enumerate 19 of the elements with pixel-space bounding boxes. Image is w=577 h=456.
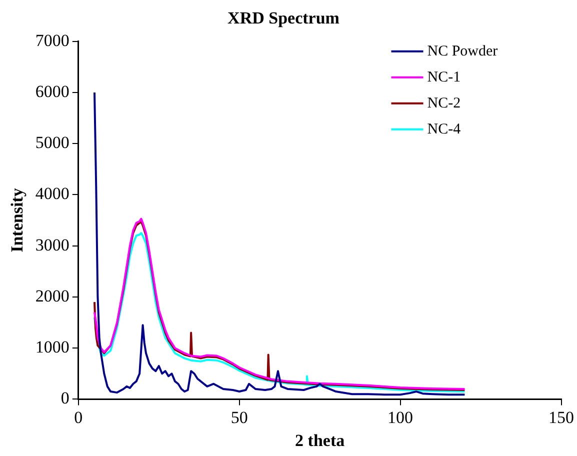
legend-label: NC-4 xyxy=(427,121,462,138)
y-tick-label: 2000 xyxy=(35,286,70,306)
x-tick-label: 150 xyxy=(548,408,574,427)
y-tick-label: 7000 xyxy=(35,30,70,50)
y-tick-label: 3000 xyxy=(35,235,70,254)
y-tick-label: 1000 xyxy=(35,338,70,357)
y-axis-title: Intensity xyxy=(8,188,27,252)
x-tick-label: 50 xyxy=(230,408,248,427)
x-tick-label: 100 xyxy=(388,408,414,427)
x-tick-label: 0 xyxy=(74,408,83,427)
x-axis-title: 2 theta xyxy=(295,431,346,450)
y-tick-label: 5000 xyxy=(35,133,70,152)
legend-label: NC Powder xyxy=(427,43,498,60)
chart-title: XRD Spectrum xyxy=(228,8,340,28)
y-tick-label: 6000 xyxy=(35,82,70,101)
legend-label: NC-1 xyxy=(427,69,461,86)
y-tick-label: 0 xyxy=(60,388,70,408)
y-tick-label: 4000 xyxy=(35,184,70,204)
legend-label: NC-2 xyxy=(427,95,461,112)
